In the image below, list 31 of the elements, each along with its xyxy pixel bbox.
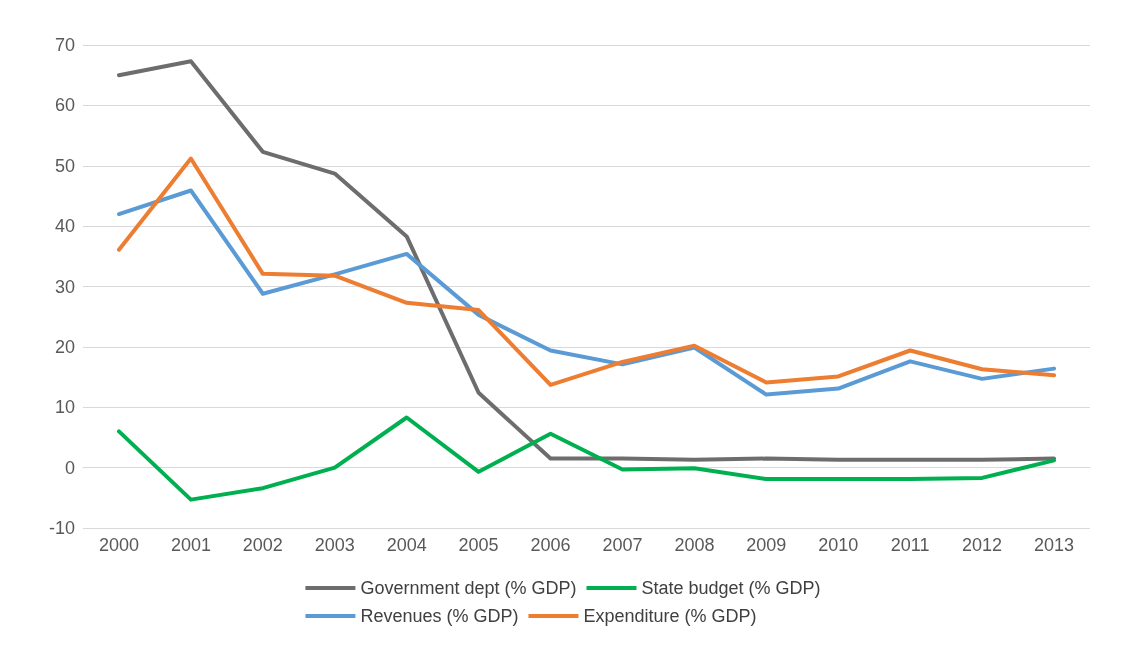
x-tick-label: 2010 [818, 535, 859, 555]
y-tick-label: -10 [48, 518, 75, 538]
y-tick-label: 60 [54, 95, 75, 116]
legend-label: Government dept (% GDP) [360, 578, 577, 598]
x-tick-label: 2012 [962, 535, 1003, 555]
x-tick-label: 2000 [98, 535, 139, 555]
legend-label: Expenditure (% GDP) [583, 606, 757, 626]
y-tick-label: 0 [64, 457, 75, 478]
y-tick-label: 40 [54, 216, 75, 237]
x-tick-label: 2002 [242, 535, 283, 555]
x-tick-label: 2003 [314, 535, 355, 555]
x-tick-label: 2005 [458, 535, 499, 555]
y-tick-label: 10 [54, 397, 75, 418]
y-tick-label: 70 [54, 35, 75, 55]
line-series [116, 188, 1057, 397]
x-tick-label: 2009 [746, 535, 787, 555]
x-tick-label: 2006 [530, 535, 571, 555]
y-tick-label: 30 [54, 276, 75, 297]
x-tick-label: 2007 [602, 535, 643, 555]
line-series [116, 415, 1057, 502]
x-tick-label: 2008 [674, 535, 715, 555]
x-tick-label: 2011 [890, 535, 930, 555]
line-series [116, 59, 1057, 462]
x-tick-label: 2013 [1034, 535, 1075, 555]
legend-label: State budget (% GDP) [641, 578, 821, 598]
y-tick-label: 20 [54, 336, 75, 357]
x-tick-label: 2004 [386, 535, 427, 555]
y-tick-label: 50 [54, 155, 75, 176]
x-tick-label: 2001 [170, 535, 211, 555]
line-series [116, 156, 1057, 387]
legend-label: Revenues (% GDP) [360, 606, 519, 626]
